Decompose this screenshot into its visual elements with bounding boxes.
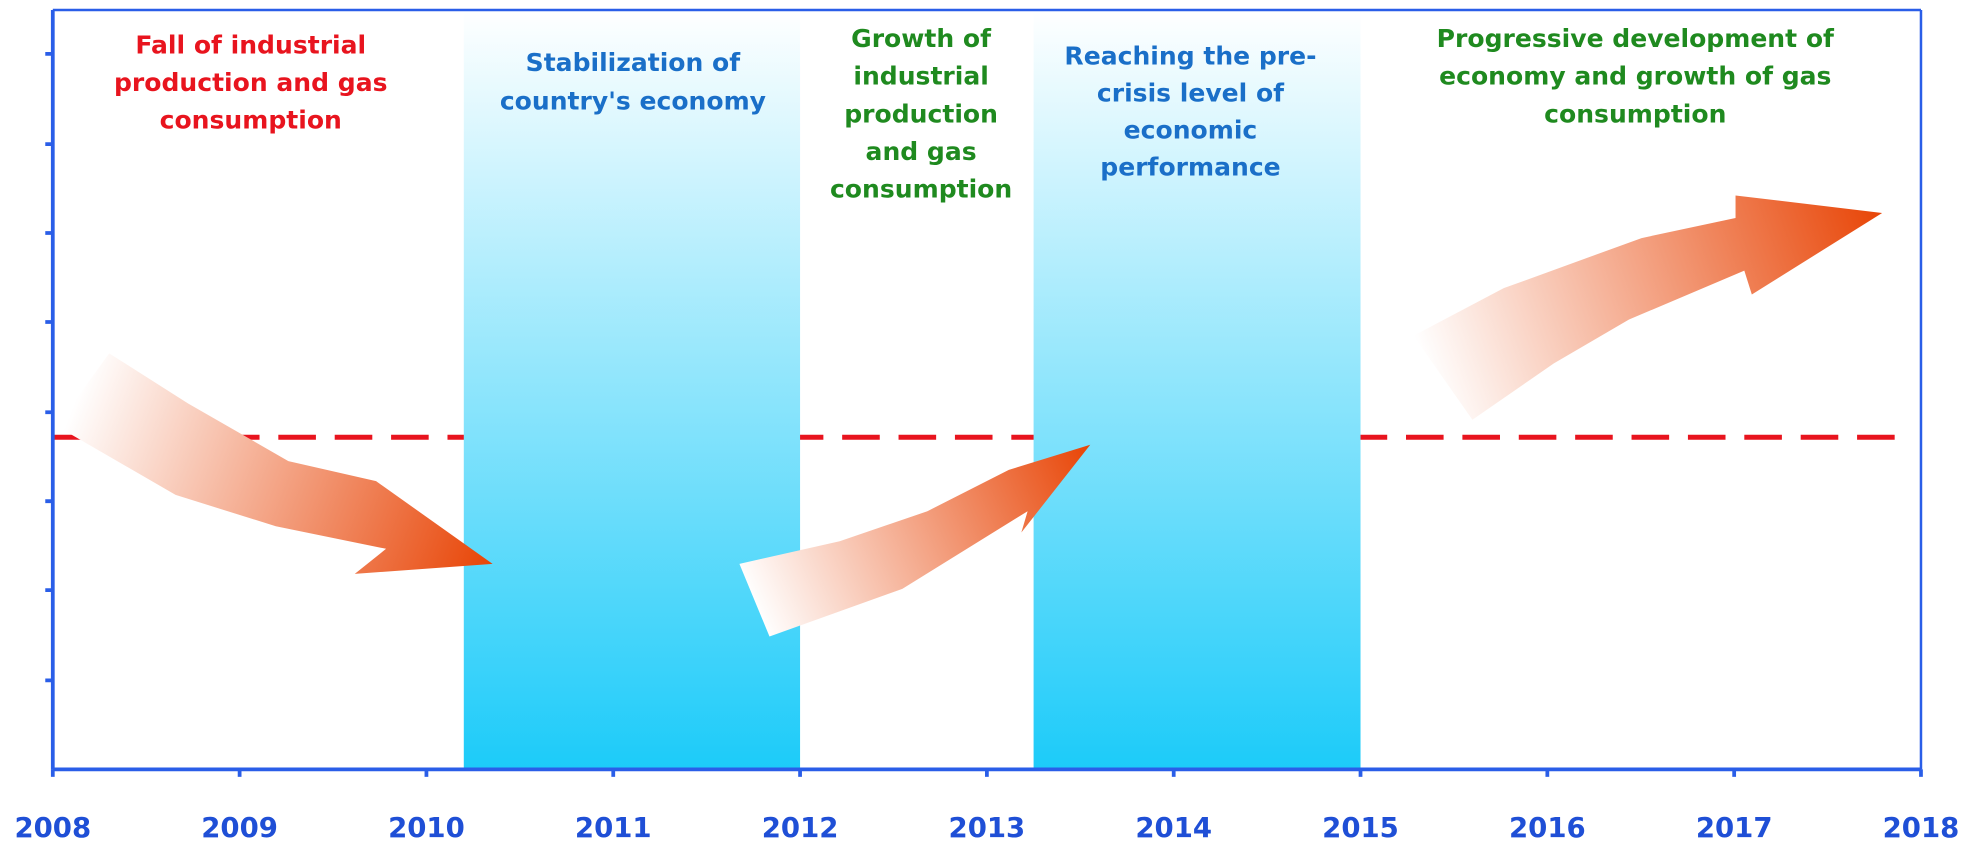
phase-label-line: performance	[1100, 153, 1280, 182]
phase-label-line: and gas	[866, 137, 977, 166]
phase-label: Reaching the pre-crisis level of economic…	[1064, 42, 1316, 182]
phase-label-line: economic	[1124, 116, 1258, 145]
phase-label: Fall of industrial production and gas cons…	[114, 30, 388, 134]
phase-label-line: Progressive development of	[1437, 24, 1835, 53]
phase-label-line: consumption	[160, 106, 342, 135]
x-tick-label: 2008	[14, 812, 91, 842]
phase-label-line: economy and growth of gas	[1439, 62, 1831, 91]
phase-label: Stabilization of country's economy	[500, 48, 766, 116]
phase-label-line: crisis level of	[1097, 79, 1285, 108]
phase-label-line: production	[844, 99, 998, 128]
phase-label: Growth of industrial production and gas cons…	[830, 24, 1012, 203]
arrow	[739, 444, 1091, 637]
x-tick-label: 2018	[1883, 812, 1960, 842]
phase-label-line: production and gas	[114, 68, 388, 97]
phase-label-line: consumption	[830, 174, 1012, 203]
phase-label-line: Growth of	[851, 24, 992, 53]
phase-label-line: Stabilization of	[526, 48, 742, 77]
axes	[45, 8, 1923, 777]
band	[1033, 10, 1361, 770]
arrow	[1413, 195, 1883, 420]
bands	[463, 10, 1361, 770]
phase-label-line: consumption	[1544, 99, 1726, 128]
x-tick-label: 2011	[575, 812, 652, 842]
x-tick-label: 2015	[1322, 812, 1399, 842]
band	[463, 10, 801, 770]
x-tick-label: 2009	[201, 812, 278, 842]
phase-label-line: Reaching the pre-	[1064, 42, 1316, 71]
x-tick-label: 2017	[1696, 812, 1773, 842]
phase-label-line: industrial	[853, 62, 988, 91]
x-tick-label: 2014	[1135, 812, 1212, 842]
phase-label-line: Fall of industrial	[135, 30, 366, 59]
phase-label-line: country's economy	[500, 87, 766, 116]
x-tick-label: 2012	[762, 812, 839, 842]
x-tick-label: 2016	[1509, 812, 1586, 842]
x-tick-label: 2013	[949, 812, 1026, 842]
x-tick-label: 2010	[388, 812, 465, 842]
y-ticks	[45, 51, 53, 683]
arrow	[56, 353, 493, 574]
phase-label: Progressive development of economy and gr…	[1437, 24, 1835, 128]
